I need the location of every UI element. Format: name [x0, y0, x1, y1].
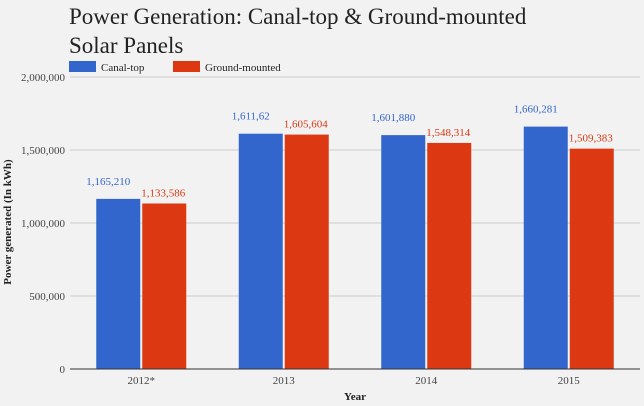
data-label: 1,605,604	[284, 119, 329, 131]
y-tick-label: 0	[60, 364, 66, 376]
x-tick-label: 2012*	[128, 375, 156, 387]
data-labels: 1,165,210 1,133,586 1,611,62 1,605,604 1,601…	[86, 104, 613, 200]
bar-ground-mounted-2012	[142, 203, 187, 369]
legend-swatch-canal-top	[69, 61, 96, 72]
legend: Canal-top Ground-mounted	[69, 61, 281, 74]
legend-label-canal-top: Canal-top	[101, 62, 145, 74]
x-axis-ticks: 2012* 2013 2014 2015	[128, 375, 581, 387]
chart-title-line-2: Solar Panels	[69, 33, 183, 58]
chart-title-line-1: Power Generation: Canal-top & Ground-mou…	[69, 4, 527, 29]
bar-canal-top-2012	[96, 198, 141, 369]
y-tick-label: 2,000,000	[21, 72, 66, 84]
bar-canal-top-2014	[381, 135, 426, 369]
data-label: 1,548,314	[426, 127, 471, 139]
data-label: 1,601,880	[371, 112, 416, 124]
y-tick-label: 1,000,000	[21, 218, 66, 230]
bar-canal-top-2015	[523, 126, 568, 370]
bar-ground-mounted-2014	[427, 142, 472, 369]
legend-swatch-ground-mounted	[173, 61, 200, 72]
y-tick-label: 500,000	[29, 291, 65, 303]
bar-ground-mounted-2015	[569, 148, 614, 369]
y-axis-ticks: 0 500,000 1,000,000 1,500,000 2,000,000	[21, 72, 66, 376]
x-tick-label: 2014	[415, 375, 438, 387]
x-tick-label: 2015	[558, 375, 581, 387]
x-axis-title: Year	[344, 391, 366, 403]
data-label: 1,165,210	[86, 176, 131, 188]
bar-canal-top-2013	[238, 133, 283, 369]
bar-ground-mounted-2013	[284, 134, 329, 369]
y-axis-title: Power generated (In kWh)	[2, 159, 14, 285]
x-tick-label: 2013	[273, 375, 296, 387]
bars	[96, 126, 614, 370]
data-label: 1,509,383	[569, 133, 614, 145]
data-label: 1,611,62	[232, 111, 270, 123]
legend-label-ground-mounted: Ground-mounted	[205, 62, 281, 74]
data-label: 1,133,586	[141, 187, 186, 199]
y-tick-label: 1,500,000	[21, 145, 66, 157]
data-label: 1,660,281	[514, 104, 558, 116]
